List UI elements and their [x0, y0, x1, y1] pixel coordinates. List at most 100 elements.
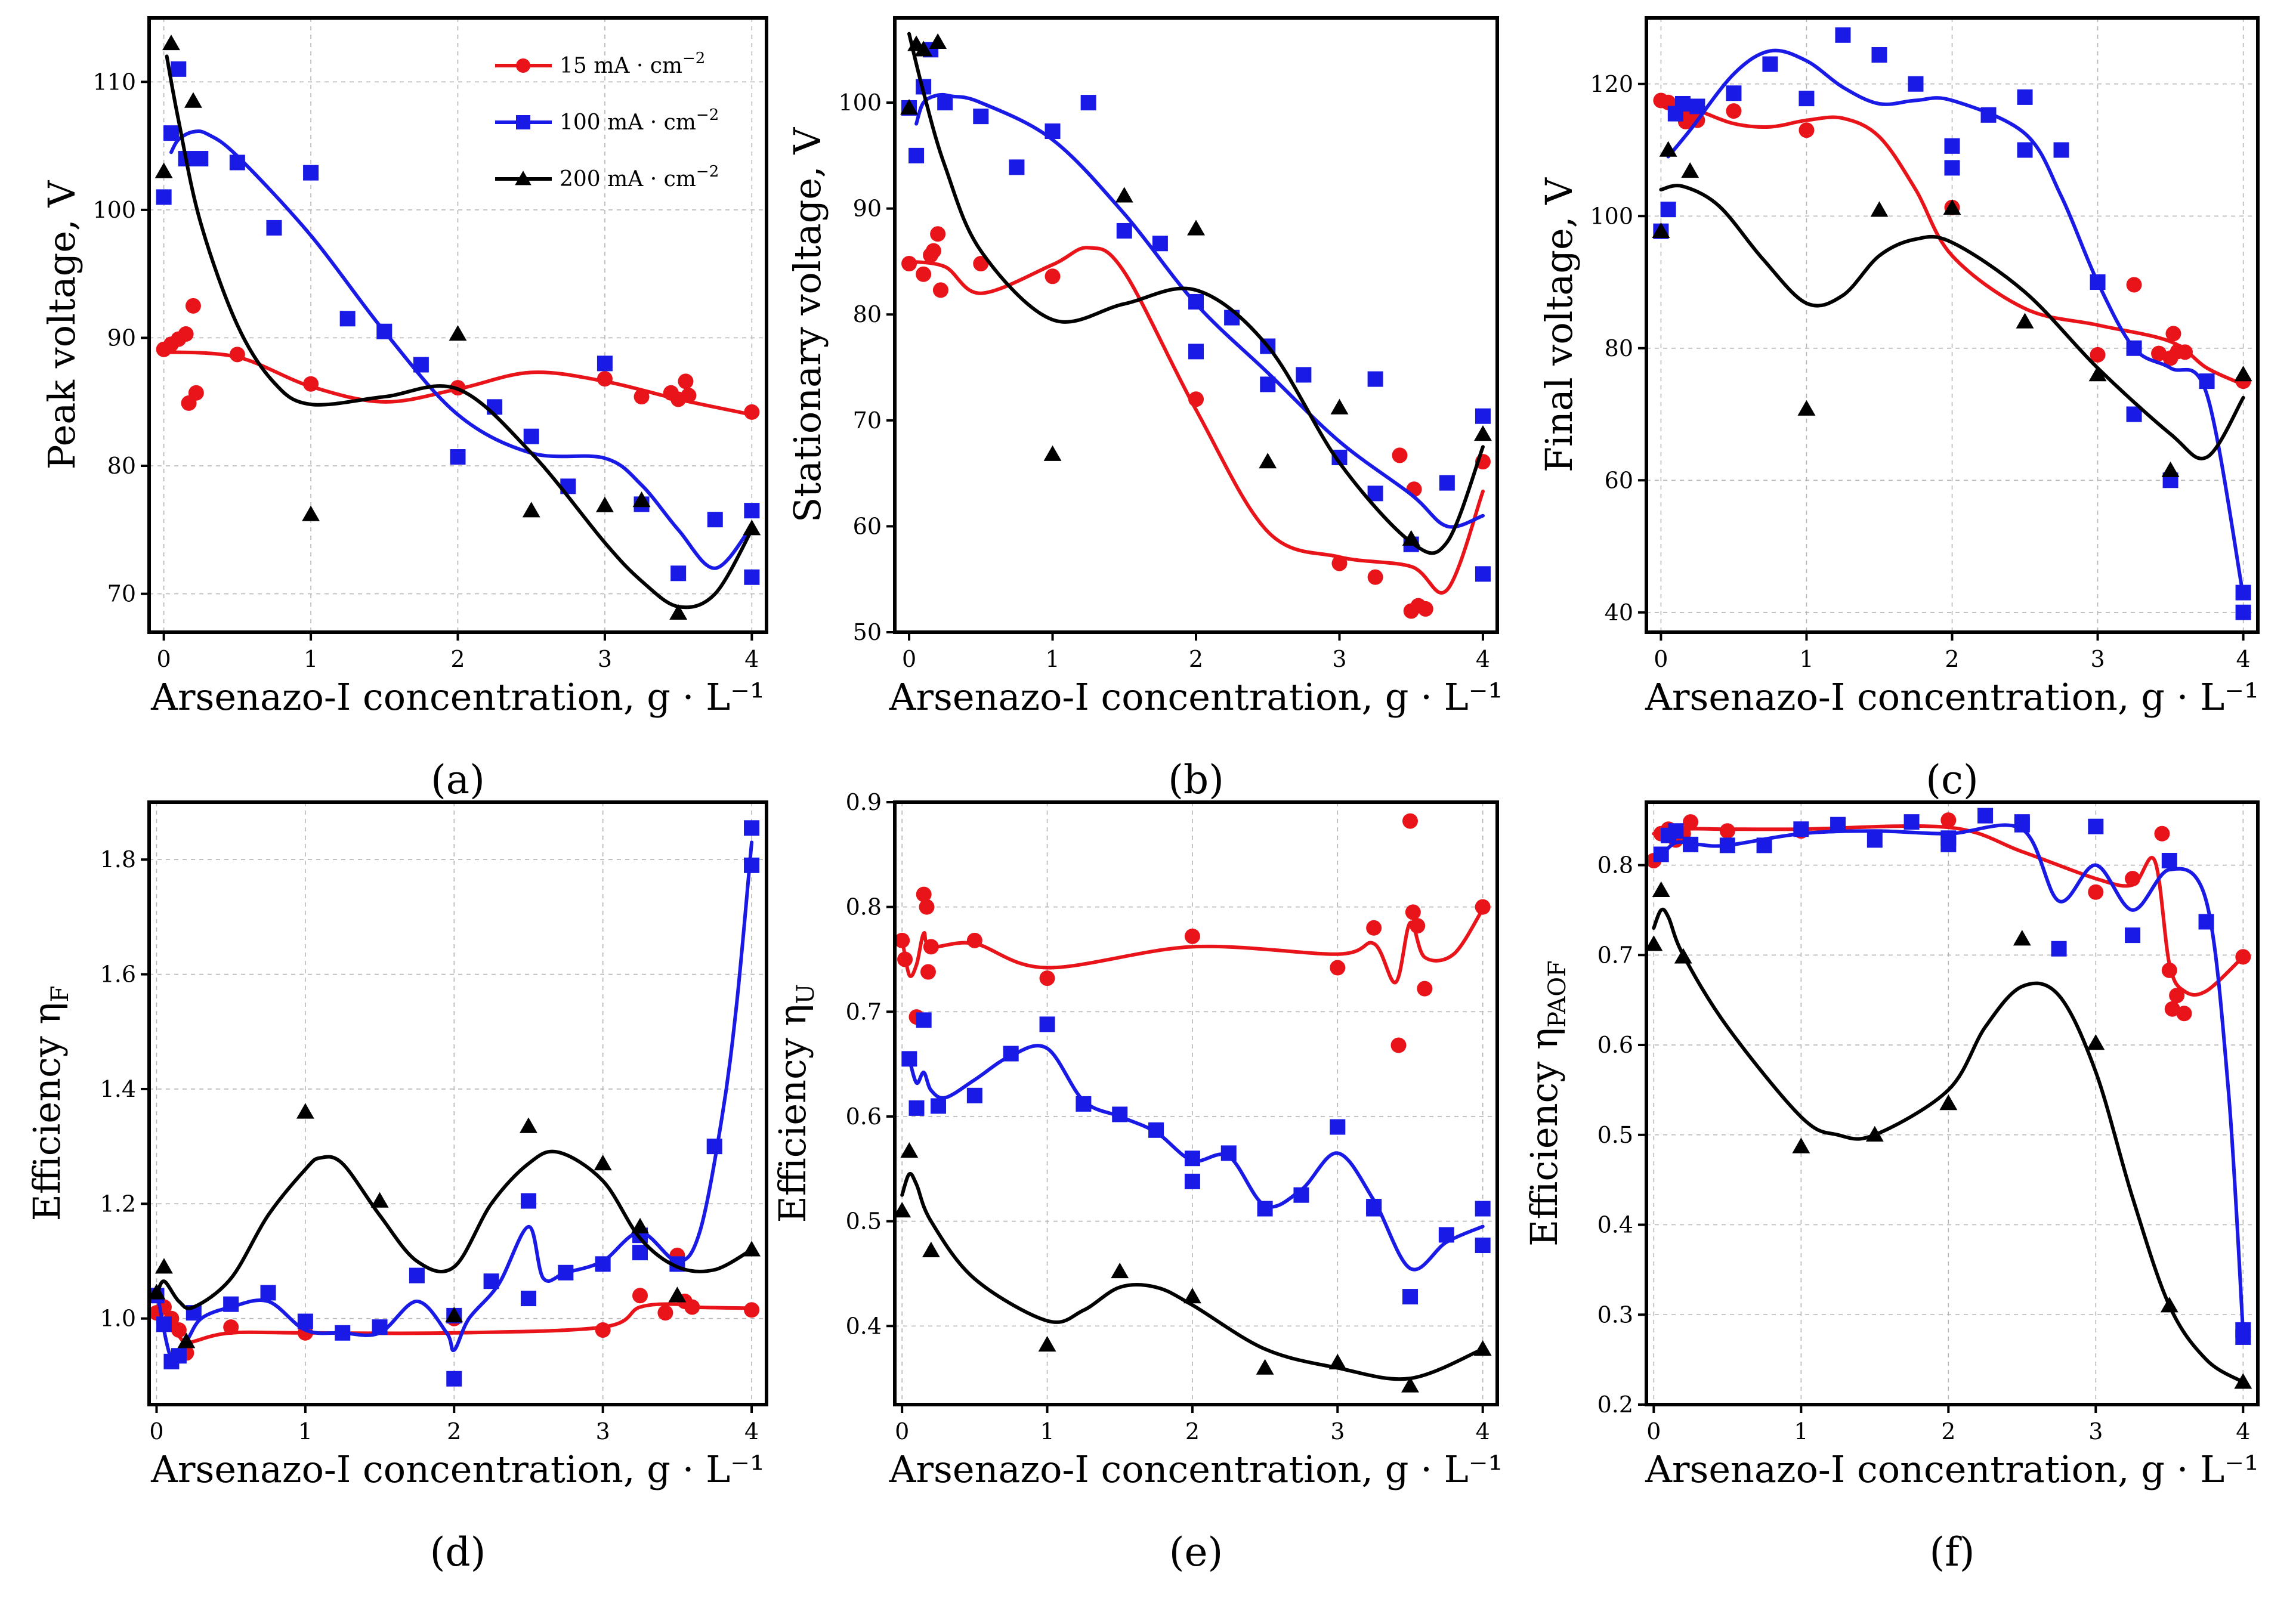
plot-area — [1646, 808, 2252, 1389]
x-tick-label: 3 — [1330, 1418, 1345, 1445]
data-point-s100 — [2235, 604, 2251, 620]
y-axis-title: Efficiency ηPAOF — [1522, 960, 1571, 1247]
data-point-s200 — [2016, 313, 2034, 329]
data-point-s15 — [2164, 1001, 2180, 1017]
data-point-s15 — [1039, 970, 1055, 986]
data-point-s15 — [2176, 1006, 2192, 1022]
data-point-s15 — [1188, 391, 1204, 407]
x-tick-label: 3 — [596, 1418, 610, 1445]
chart-panel-b: 0 1 2 3 4 50 60 70 80 90 100 Arsenazo-I concentrati… — [786, 16, 1503, 803]
series-s15 — [1646, 812, 2251, 1022]
x-tick-label: 0 — [895, 1418, 909, 1445]
fit-line-s100 — [154, 840, 754, 1363]
y-axis-title-main: Stationary voltage, V — [786, 127, 829, 523]
data-point-s100 — [707, 512, 723, 528]
x-tick-label: 4 — [2236, 1418, 2250, 1445]
data-point-s100 — [1793, 821, 1809, 837]
data-point-s100 — [2017, 89, 2033, 105]
data-point-s15 — [1390, 1037, 1407, 1053]
legend-label-s100: 100 mA · cm−2 — [560, 106, 719, 135]
data-point-s15 — [919, 899, 935, 915]
data-point-s200 — [669, 604, 688, 620]
data-point-s100 — [1799, 91, 1815, 107]
y-axis-title: Stationary voltage, V — [786, 127, 829, 523]
data-point-s15 — [2090, 347, 2106, 363]
data-point-s15 — [895, 932, 910, 948]
data-point-s100 — [1112, 1106, 1128, 1122]
data-point-s200 — [1043, 445, 1062, 461]
y-axis-title-main: Final voltage, V — [1537, 177, 1581, 472]
data-point-s200 — [1681, 162, 1699, 178]
x-tick-label: 2 — [450, 646, 465, 672]
y-tick-label: 0.6 — [1597, 1032, 1633, 1058]
data-point-s100 — [908, 147, 925, 163]
data-point-s200 — [184, 92, 202, 108]
panel-label: (c) — [1926, 757, 1978, 803]
data-point-s200 — [154, 162, 173, 178]
data-point-s100 — [2090, 274, 2106, 290]
data-point-s100 — [163, 125, 179, 141]
x-tick-label: 4 — [1476, 646, 1490, 672]
data-point-s100 — [2088, 818, 2104, 834]
data-point-s200 — [1870, 201, 1889, 217]
data-point-s100 — [1980, 107, 1997, 123]
y-tick-label: 120 — [1590, 71, 1633, 97]
legend-marker-s15 — [516, 58, 530, 73]
data-point-s200 — [1797, 400, 1816, 416]
data-point-s100 — [2126, 340, 2142, 356]
data-point-s100 — [520, 1291, 536, 1307]
data-point-s15 — [2151, 345, 2167, 361]
data-point-s15 — [1402, 813, 1418, 829]
data-point-s15 — [595, 1322, 611, 1338]
data-point-s15 — [2126, 277, 2142, 293]
x-axis-title: Arsenazo-I concentration, g · L⁻¹ — [150, 675, 765, 719]
chart-panel-d: 0 1 2 3 4 1.0 1.2 1.4 1.6 1.8 Arsenazo-I concentra… — [25, 800, 768, 1575]
plot-frame — [147, 800, 768, 1406]
y-tick-label: 0.8 — [846, 894, 882, 920]
data-point-s100 — [2053, 142, 2069, 158]
data-point-s100 — [376, 323, 393, 339]
data-point-s15 — [1045, 268, 1061, 284]
data-point-s200 — [2234, 366, 2252, 382]
data-point-s100 — [1184, 1151, 1200, 1167]
y-axis-title-subscript: PAOF — [1544, 960, 1571, 1028]
y-tick-label: 0.4 — [846, 1313, 882, 1339]
data-point-s100 — [1903, 814, 1920, 830]
data-point-s15 — [1330, 960, 1346, 976]
data-point-s100 — [1257, 1201, 1273, 1217]
data-point-s15 — [2177, 344, 2193, 360]
y-tick-label: 80 — [853, 301, 882, 327]
data-point-s15 — [1719, 823, 1735, 839]
data-point-s15 — [920, 964, 936, 980]
data-point-s100 — [1293, 1187, 1309, 1203]
series-s200 — [154, 34, 761, 620]
y-tick-label: 0.5 — [846, 1208, 882, 1235]
x-tick-label: 1 — [298, 1418, 313, 1445]
chart-panel-f: 0 1 2 3 4 0.2 0.3 0.4 0.5 0.6 0.7 0.8 Arsenazo-I con… — [1522, 800, 2260, 1575]
data-point-s15 — [1726, 103, 1742, 119]
data-point-s100 — [1475, 1238, 1491, 1254]
data-point-s15 — [634, 389, 650, 405]
data-point-s100 — [266, 219, 282, 236]
data-point-s15 — [223, 1319, 239, 1335]
y-tick-label: 40 — [1605, 599, 1633, 626]
legend-label-s15: 15 mA · cm−2 — [560, 50, 705, 78]
y-tick-label: 100 — [838, 89, 882, 116]
data-point-s15 — [744, 1302, 760, 1318]
plot-area — [895, 813, 1492, 1393]
data-point-s200 — [2160, 1297, 2178, 1313]
y-tick-label: 70 — [853, 407, 882, 434]
data-point-s200 — [1652, 881, 1670, 897]
data-point-s100 — [706, 1139, 722, 1155]
panel-label: (a) — [431, 757, 485, 803]
data-point-s15 — [1940, 812, 1957, 828]
data-point-s15 — [925, 243, 941, 259]
data-point-s200 — [154, 1258, 173, 1274]
data-point-s200 — [1256, 1359, 1274, 1375]
data-point-s100 — [1867, 832, 1883, 848]
data-point-s200 — [445, 1306, 463, 1323]
data-point-s200 — [1474, 425, 1492, 441]
data-point-s15 — [1331, 555, 1348, 571]
data-point-s100 — [1367, 371, 1383, 387]
x-axis-title: Arsenazo-I concentration, g · L⁻¹ — [150, 1448, 765, 1491]
